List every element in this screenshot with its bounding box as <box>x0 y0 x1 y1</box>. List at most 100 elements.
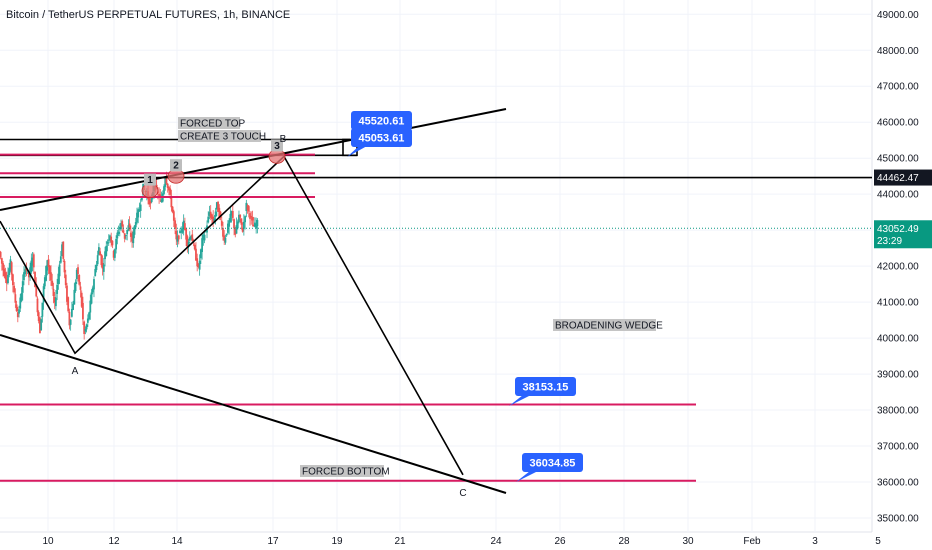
time-axis[interactable]: 10 12 14 17 19 21 24 26 28 30 Feb 3 5 <box>42 536 881 547</box>
candle-body <box>185 228 188 240</box>
candle-body <box>251 217 254 221</box>
candle-body <box>10 262 13 275</box>
candle-body <box>118 227 121 230</box>
candle-body <box>32 254 35 268</box>
touch-label: 1 <box>147 175 153 186</box>
price-tick-label: 44000.00 <box>877 190 919 201</box>
time-tick-label: 12 <box>108 536 120 547</box>
time-tick-label: 21 <box>394 536 406 547</box>
candle-body <box>180 231 183 233</box>
candle-body <box>203 234 206 241</box>
candle-body <box>166 183 169 188</box>
callout-box <box>522 453 583 472</box>
candle-body <box>47 259 50 267</box>
candle-body <box>137 209 140 218</box>
candle-body <box>214 211 217 218</box>
candle-body <box>225 233 228 236</box>
annotation-text: BROADENING WEDGE <box>555 321 663 332</box>
candle-body <box>43 277 46 287</box>
candle-body <box>19 297 22 309</box>
candle-body <box>64 274 67 286</box>
candle-body <box>109 235 111 241</box>
candle-body <box>40 319 43 331</box>
candle-body <box>34 271 36 288</box>
time-tick-label: 28 <box>618 536 630 547</box>
touch-label-bg <box>271 139 283 152</box>
pattern-point-label: B <box>280 134 287 145</box>
candle-body <box>179 230 181 234</box>
candle-body <box>67 297 70 312</box>
candle-body <box>197 264 200 268</box>
price-tick-label: 39000.00 <box>877 370 919 381</box>
candle-body <box>7 274 9 283</box>
candle-body <box>62 241 65 259</box>
candle-body <box>59 256 62 263</box>
candle-body <box>138 209 141 212</box>
candle-body <box>9 259 12 271</box>
candle-body <box>129 232 132 237</box>
candle-body <box>136 212 138 223</box>
candle-body <box>150 195 153 202</box>
annotation-bg <box>178 130 261 142</box>
candle-body <box>193 244 196 250</box>
candle-body <box>141 197 143 201</box>
callout-label: 45053.61 <box>359 133 405 145</box>
candle-body <box>94 268 97 277</box>
candle-body <box>199 249 202 259</box>
candle-body <box>95 264 98 270</box>
candle-body <box>196 258 199 267</box>
price-tick-label: 42000.00 <box>877 262 919 273</box>
candle-body <box>3 268 6 277</box>
candle-body <box>84 328 87 332</box>
candle-body <box>246 205 249 211</box>
candle-body <box>126 229 129 235</box>
time-tick-label: 24 <box>490 536 502 547</box>
candle-body <box>58 264 61 277</box>
candle-body <box>100 254 103 266</box>
candle-body <box>14 294 17 303</box>
candle-body <box>79 286 82 290</box>
candle-body <box>219 211 222 218</box>
wedge-lower-line <box>0 334 507 494</box>
candle-body <box>255 223 258 229</box>
candle-body <box>121 221 124 227</box>
candle-body <box>16 312 19 318</box>
chart-title: Bitcoin / TetherUS PERPETUAL FUTURES, 1h… <box>6 9 290 21</box>
candle-body <box>191 234 194 242</box>
candle-body <box>211 214 213 220</box>
candle-body <box>245 202 248 211</box>
candle-body <box>51 280 54 286</box>
candle-body <box>209 211 212 218</box>
candle-body <box>53 297 56 303</box>
last-price-label-bg <box>874 220 932 249</box>
candle-body <box>117 231 120 234</box>
trendlines <box>0 108 507 494</box>
candle-body <box>20 293 23 302</box>
candle-body <box>215 202 218 210</box>
candle-body <box>165 177 168 184</box>
callout-box <box>351 111 412 130</box>
candle-body <box>250 215 253 218</box>
candle-body <box>86 318 89 323</box>
candle-body <box>131 233 133 242</box>
candle-body <box>5 279 8 284</box>
callout-label: 45520.61 <box>359 116 405 128</box>
pattern-point-label: A <box>72 366 79 377</box>
candle-body <box>230 211 233 216</box>
candle-body <box>208 212 211 216</box>
candle-body <box>181 228 184 233</box>
candle-body <box>41 302 44 317</box>
annotations: FORCED TOP CREATE 3 TOUCH BROADENING WEDGE… <box>178 117 663 478</box>
candle-body <box>113 249 116 258</box>
candle-body <box>85 324 88 330</box>
price-tick-label: 48000.00 <box>877 46 919 57</box>
candle-body <box>198 260 201 270</box>
price-axis[interactable]: 49000.00 48000.00 47000.00 46000.00 45000.00… <box>874 10 932 525</box>
annotation-bg <box>178 117 240 129</box>
annotation-bg <box>553 319 656 331</box>
candle-body <box>29 267 31 278</box>
candle-body <box>217 201 219 212</box>
candle-body <box>24 269 27 275</box>
candle-body <box>169 188 172 195</box>
